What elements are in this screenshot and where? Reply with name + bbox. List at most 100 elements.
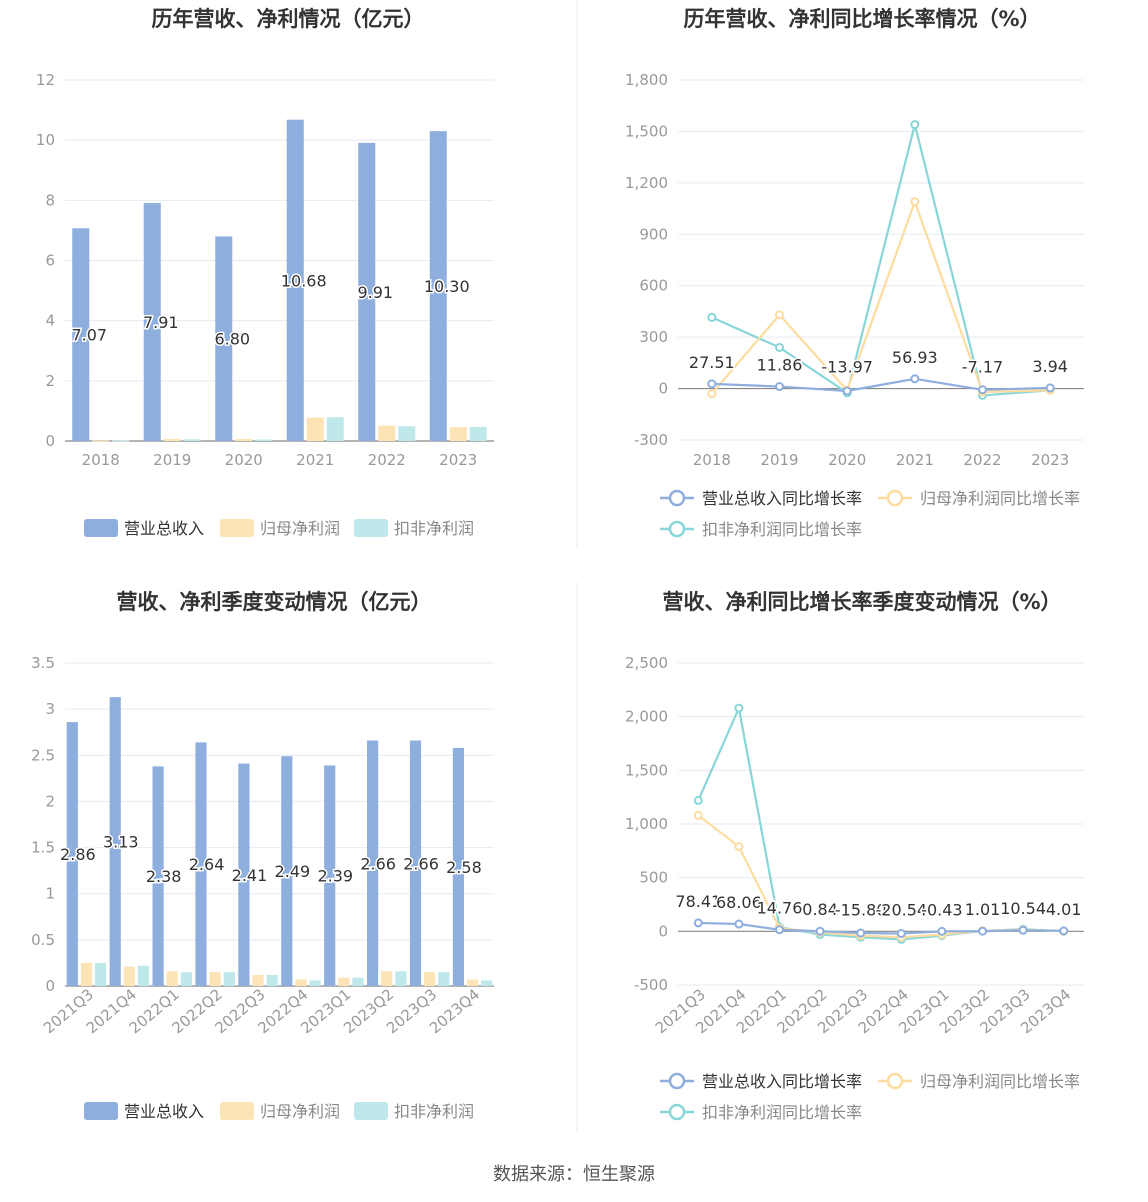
chart-title: 营收、净利季度变动情况（亿元） — [117, 590, 432, 614]
line-point — [896, 929, 906, 939]
y-tick-label: 2 — [45, 792, 55, 810]
line-point — [693, 810, 703, 820]
bar-营业总收入 — [452, 747, 464, 986]
line-value-label: -7.17 — [962, 358, 1003, 377]
y-tick-label: 1,200 — [625, 174, 668, 192]
legend-marker — [886, 1072, 904, 1090]
legend-swatch — [354, 1102, 388, 1120]
legend-label: 营业总收入同比增长率 — [702, 1072, 862, 1091]
bar-归母净利润 — [209, 972, 221, 986]
bar-扣非净利润 — [395, 971, 407, 986]
bar-营业总收入 — [72, 228, 90, 441]
y-tick-label: 2,500 — [625, 654, 668, 672]
x-tick-label: 2021 — [896, 451, 934, 469]
legend-marker — [668, 489, 686, 507]
line-value-label: 68.06 — [716, 893, 762, 912]
line-point — [693, 795, 703, 805]
legend-label: 扣非净利润同比增长率 — [702, 1103, 862, 1122]
bar-营业总收入 — [286, 119, 304, 442]
legend-label: 归母净利润同比增长率 — [920, 489, 1080, 508]
y-tick-label: 0 — [658, 380, 668, 398]
bar-归母净利润 — [338, 977, 350, 986]
chart-quarterly-growth: 营收、净利同比增长率季度变动情况（%） -500 0 500 1,000 1,500 2,0… — [625, 590, 1084, 1122]
line-point — [910, 374, 920, 384]
x-tick-label: 2018 — [82, 451, 120, 469]
legend-label: 归母净利润 — [260, 519, 340, 538]
bar-归母净利润 — [466, 979, 479, 986]
x-tick-label: 2020 — [225, 451, 263, 469]
y-tick-label: 1 — [45, 885, 55, 903]
legend-label: 扣非净利润 — [394, 519, 474, 538]
y-tick-label: 2.5 — [31, 746, 55, 764]
y-tick-label: 1,500 — [625, 761, 668, 779]
y-tick-label: 4 — [45, 312, 55, 330]
line-value-label: 27.51 — [689, 353, 735, 372]
bar-value-label: 7.07 — [71, 326, 107, 345]
x-tick-label: 2020 — [828, 451, 866, 469]
legend-marker — [668, 520, 686, 538]
bar-扣非净利润 — [223, 972, 235, 986]
x-tick-label: 2019 — [153, 451, 191, 469]
line-point — [775, 342, 784, 352]
line-value-label: 4.01 — [1046, 900, 1082, 919]
line-point — [775, 925, 784, 935]
x-tick-label: 2021 — [296, 451, 334, 469]
legend-label: 扣非净利润同比增长率 — [702, 520, 862, 539]
bar-归母净利润 — [381, 971, 393, 986]
line-point — [1045, 383, 1055, 393]
y-tick-label: 500 — [639, 869, 668, 887]
bar-归母净利润 — [306, 417, 324, 441]
line-归母净利润同比增长率 — [710, 198, 1051, 395]
bar-扣非净利润 — [183, 439, 201, 441]
y-tick-label: 1,000 — [625, 815, 668, 833]
line-value-label: 78.41 — [675, 892, 721, 911]
bar-value-label: 6.80 — [214, 330, 250, 349]
line-point — [910, 197, 920, 207]
bar-归母净利润 — [80, 962, 93, 986]
legend-label: 扣非净利润 — [394, 1102, 474, 1121]
line-point — [978, 926, 987, 936]
bar-value-label: 2.38 — [146, 867, 182, 886]
bar-value-label: 7.91 — [143, 313, 179, 332]
legend-label: 归母净利润 — [260, 1102, 340, 1121]
y-tick-label: -500 — [634, 976, 668, 994]
bar-value-label: 2.49 — [275, 862, 311, 881]
bar-归母净利润 — [235, 438, 253, 441]
y-tick-label: 1,800 — [625, 71, 668, 89]
y-tick-label: 1.5 — [31, 839, 55, 857]
legend-marker — [886, 489, 904, 507]
legend-label: 营业总收入 — [124, 519, 204, 538]
y-tick-label: 3.5 — [31, 654, 55, 672]
line-value-label: -13.97 — [821, 358, 873, 377]
x-tick-label: 2023 — [439, 451, 477, 469]
chart-annual-growth: 历年营收、净利同比增长率情况（%） -300 0 300 600 900 1,200 1,50… — [625, 7, 1084, 539]
bar-归母净利润 — [252, 974, 264, 986]
x-tick-label: 2022 — [368, 451, 406, 469]
line-point — [707, 379, 717, 389]
line-point — [707, 312, 717, 322]
line-value-label: 56.93 — [892, 348, 938, 367]
chart-title: 历年营收、净利情况（亿元） — [152, 7, 425, 31]
bar-value-label: 10.30 — [424, 277, 470, 296]
bar-value-label: 9.91 — [357, 283, 393, 302]
bar-营业总收入 — [367, 740, 379, 986]
y-tick-label: 1,500 — [625, 122, 668, 140]
legend-swatch — [84, 1102, 118, 1120]
line-营业总收入同比增长率 — [711, 377, 1051, 393]
line-point — [842, 386, 852, 396]
chart-annual-amount: 历年营收、净利情况（亿元） 0 2 4 6 8 10 12 2018 2019 2020 2021 20… — [36, 7, 494, 538]
line-value-label: 1.01 — [965, 900, 1001, 919]
y-tick-label: 3 — [45, 700, 55, 718]
y-tick-label: 0 — [45, 977, 55, 995]
legend-swatch — [354, 519, 388, 537]
legend-swatch — [220, 1102, 254, 1120]
bar-归母净利润 — [163, 438, 181, 441]
bar-扣非净利润 — [352, 977, 364, 986]
bar-归母净利润 — [449, 427, 467, 441]
y-tick-label: 2,000 — [625, 708, 668, 726]
y-tick-label: 2 — [45, 372, 55, 390]
bar-value-label: 10.68 — [281, 271, 327, 290]
line-value-label: 3.94 — [1032, 357, 1068, 376]
line-point — [693, 918, 703, 928]
